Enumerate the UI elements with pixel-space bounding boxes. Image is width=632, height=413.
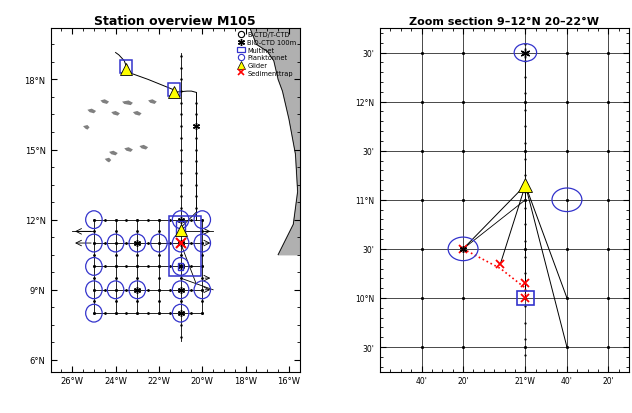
Polygon shape	[133, 112, 142, 116]
Bar	[120, 61, 133, 74]
Polygon shape	[148, 100, 157, 105]
Polygon shape	[111, 112, 120, 116]
Polygon shape	[125, 148, 133, 152]
Bar	[517, 292, 534, 305]
Legend: B-CTD/T-CTD, BIO-CTD 100m, Multinet, Planktonnet, Glider, Sedimenttrap: B-CTD/T-CTD, BIO-CTD 100m, Multinet, Pla…	[235, 31, 298, 78]
Polygon shape	[122, 101, 133, 106]
Polygon shape	[87, 109, 96, 114]
Title: Zoom section 9–12°N 20–22°W: Zoom section 9–12°N 20–22°W	[409, 17, 599, 27]
Polygon shape	[83, 126, 90, 131]
Bar	[176, 222, 185, 235]
Polygon shape	[140, 145, 148, 150]
Polygon shape	[105, 158, 111, 163]
Polygon shape	[250, 29, 300, 255]
Title: Station overview M105: Station overview M105	[94, 15, 256, 28]
Bar	[178, 263, 183, 270]
Polygon shape	[109, 151, 118, 156]
Bar	[168, 84, 180, 97]
Bar	[169, 217, 201, 276]
Polygon shape	[100, 100, 109, 105]
